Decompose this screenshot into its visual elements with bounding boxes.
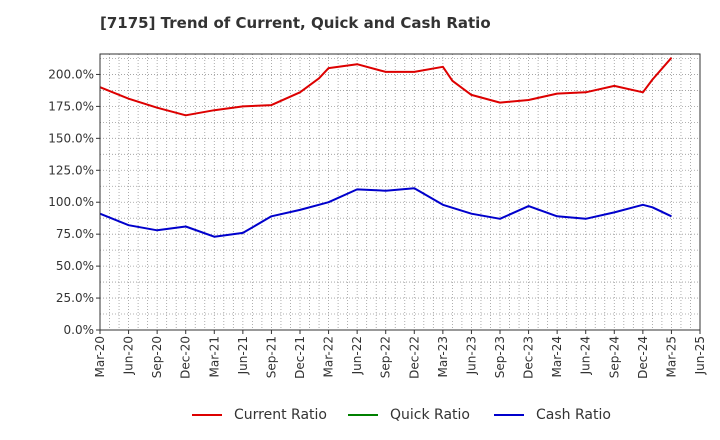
- legend-swatch-current-ratio: [192, 414, 222, 416]
- x-tick-label: Mar-22: [322, 336, 336, 377]
- legend-label-current-ratio: Current Ratio: [234, 407, 327, 423]
- y-tick-label: 0.0%: [64, 323, 95, 337]
- legend-swatch-cash-ratio: [494, 414, 524, 416]
- series-lines: [99, 57, 673, 238]
- legend-label-cash-ratio: Cash Ratio: [536, 407, 611, 423]
- series-line-current-ratio: [99, 57, 673, 117]
- x-tick-label: Dec-22: [407, 336, 421, 379]
- x-tick-label: Dec-24: [636, 336, 650, 379]
- y-tick-label: 125.0%: [48, 163, 94, 177]
- x-tick-label: Sep-22: [379, 336, 393, 378]
- x-tick-label: Jun-24: [579, 336, 593, 375]
- x-axis-ticks: Mar-20 Jun-20 Sep-20 Dec-20 Mar-21 Jun-21 Sep-…: [93, 330, 707, 379]
- x-tick-label: Sep-23: [493, 336, 507, 378]
- x-tick-label: Mar-25: [664, 336, 678, 377]
- legend: Current Ratio Quick Ratio Cash Ratio: [0, 404, 720, 426]
- legend-swatch-quick-ratio: [348, 414, 378, 416]
- x-tick-label: Mar-20: [93, 336, 107, 377]
- y-tick-label: 200.0%: [48, 67, 94, 81]
- chart-title: [7175] Trend of Current, Quick and Cash …: [100, 14, 491, 32]
- x-tick-label: Sep-24: [607, 336, 621, 378]
- x-tick-label: Mar-24: [550, 336, 564, 377]
- x-tick-label: Mar-21: [207, 336, 221, 377]
- x-tick-label: Jun-22: [350, 336, 364, 375]
- x-tick-label: Sep-21: [264, 336, 278, 378]
- x-tick-label: Jun-25: [693, 336, 707, 375]
- y-tick-label: 100.0%: [48, 195, 94, 209]
- x-tick-label: Jun-21: [236, 336, 250, 375]
- legend-label-quick-ratio: Quick Ratio: [390, 407, 470, 423]
- series-line-cash-ratio: [99, 187, 672, 238]
- x-tick-label: Dec-20: [179, 336, 193, 379]
- grid: [100, 54, 700, 330]
- x-tick-label: Mar-23: [436, 336, 450, 377]
- legend-item-current-ratio: Current Ratio: [192, 404, 327, 426]
- legend-item-quick-ratio: Quick Ratio: [348, 404, 470, 426]
- x-tick-label: Sep-20: [150, 336, 164, 378]
- y-axis-ticks: 0.0% 25.0% 50.0% 75.0% 100.0% 125.0% 150.0% 175…: [48, 67, 100, 337]
- x-tick-label: Jun-23: [464, 336, 478, 375]
- y-tick-label: 175.0%: [48, 99, 94, 113]
- y-tick-label: 150.0%: [48, 131, 94, 145]
- x-tick-label: Jun-20: [122, 336, 136, 375]
- y-tick-label: 25.0%: [56, 291, 94, 305]
- y-tick-label: 50.0%: [56, 259, 94, 273]
- x-tick-label: Dec-23: [522, 336, 536, 379]
- legend-item-cash-ratio: Cash Ratio: [494, 404, 611, 426]
- y-tick-label: 75.0%: [56, 227, 94, 241]
- x-tick-label: Dec-21: [293, 336, 307, 379]
- plot-border: [99, 53, 701, 331]
